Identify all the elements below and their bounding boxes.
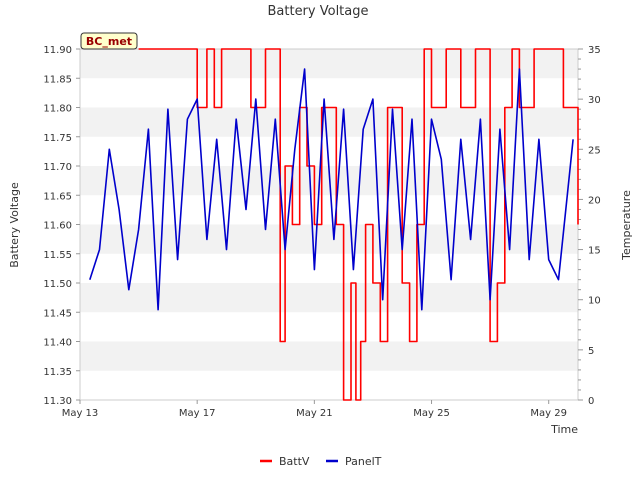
legend-item-battv: BattV bbox=[260, 455, 310, 468]
y2-tick-label: 0 bbox=[588, 396, 594, 407]
station-badge: BC_met bbox=[80, 32, 138, 50]
x-tick-label: May 13 bbox=[62, 408, 99, 419]
y-tick-label: 11.80 bbox=[43, 104, 72, 115]
x-axis: May 13 May 17 May 21 May 25 May 29 bbox=[62, 400, 567, 419]
y-tick-label: 11.75 bbox=[43, 133, 72, 144]
y-tick-label: 11.35 bbox=[43, 367, 72, 378]
y-tick-label: 11.60 bbox=[43, 221, 72, 232]
y2-tick-label: 5 bbox=[588, 346, 594, 357]
right-axis: 0 5 10 15 20 25 30 35 bbox=[578, 45, 601, 407]
y-tick-label: 11.85 bbox=[43, 74, 72, 85]
y-tick-label: 11.50 bbox=[43, 279, 72, 290]
x-tick-label: May 25 bbox=[413, 408, 450, 419]
grid-band bbox=[80, 49, 578, 79]
legend-label-battv: BattV bbox=[279, 455, 310, 468]
legend-label-panelt: PanelT bbox=[345, 455, 382, 468]
grid-band bbox=[80, 341, 578, 371]
y-tick-label: 11.70 bbox=[43, 162, 72, 173]
legend: BattV PanelT bbox=[260, 455, 382, 468]
y2-axis-label: Temperature bbox=[620, 190, 633, 261]
grid-bands bbox=[80, 49, 578, 371]
grid-band bbox=[80, 224, 578, 254]
grid-band bbox=[80, 283, 578, 313]
y-axis-label: Battery Voltage bbox=[8, 182, 21, 268]
legend-item-panelt: PanelT bbox=[326, 455, 382, 468]
x-tick-label: May 21 bbox=[296, 408, 333, 419]
y2-tick-label: 20 bbox=[588, 195, 601, 206]
series-layer bbox=[89, 48, 579, 401]
y-tick-label: 11.30 bbox=[43, 396, 72, 407]
series-line-battv bbox=[138, 48, 579, 401]
station-badge-label: BC_met bbox=[86, 35, 132, 48]
grid-band bbox=[80, 107, 578, 137]
x-axis-label: Time bbox=[550, 423, 578, 436]
x-tick-label: May 29 bbox=[530, 408, 567, 419]
station-badge-box bbox=[80, 32, 138, 50]
y-tick-label: 11.65 bbox=[43, 191, 72, 202]
y-tick-label: 11.40 bbox=[43, 338, 72, 349]
y2-tick-label: 15 bbox=[588, 246, 601, 257]
chart-title: Battery Voltage bbox=[267, 4, 368, 19]
series-line-panelt bbox=[89, 68, 574, 311]
y-tick-label: 11.45 bbox=[43, 308, 72, 319]
y2-tick-label: 25 bbox=[588, 145, 601, 156]
y2-tick-label: 30 bbox=[588, 95, 601, 106]
y-tick-label: 11.55 bbox=[43, 250, 72, 261]
y2-tick-label: 35 bbox=[588, 45, 601, 56]
left-axis: 11.30 11.35 11.40 11.45 11.50 11.55 11.60 11.65… bbox=[43, 45, 80, 407]
y2-tick-label: 10 bbox=[588, 296, 601, 307]
y-tick-label: 11.90 bbox=[43, 45, 72, 56]
x-tick-label: May 17 bbox=[179, 408, 216, 419]
